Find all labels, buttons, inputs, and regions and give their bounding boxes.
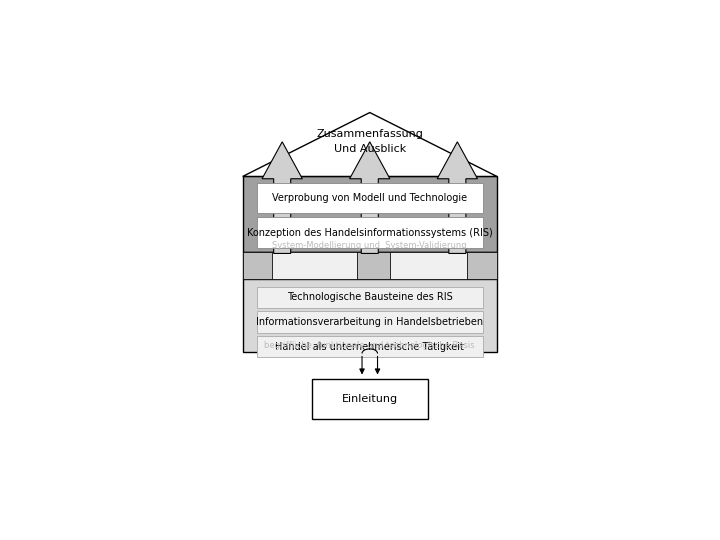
Bar [256,287,483,308]
Bar [272,252,357,279]
Text: Verprobung von Modell und Technologie: Verprobung von Modell und Technologie [272,193,467,203]
Text: Einleitung: Einleitung [342,394,398,404]
Text: System-Modellierung und  System-Validierung: System-Modellierung und System-Validieru… [272,241,467,250]
Bar [243,252,497,279]
Bar [467,252,497,279]
Text: begriffliche, funktionale und technologische Basis: begriffliche, funktionale und technologi… [264,341,475,350]
Text: Zusammenfassung
Und Ausblick: Zusammenfassung Und Ausblick [316,130,423,154]
Text: Informationsverarbeitung in Handelsbetrieben: Informationsverarbeitung in Handelsbetri… [256,317,483,327]
Bar [243,279,497,352]
Text: Konzeption des Handelsinformationssystems (RIS): Konzeption des Handelsinformationssystem… [247,228,492,238]
Bar [357,252,390,279]
Polygon shape [350,142,390,253]
Bar [256,336,483,357]
Text: Technologische Bausteine des RIS: Technologische Bausteine des RIS [287,292,453,302]
Bar [312,379,428,419]
Polygon shape [437,142,477,253]
Bar [256,217,483,248]
Bar [243,252,272,279]
Polygon shape [243,112,497,177]
Bar [390,252,467,279]
Polygon shape [262,142,302,253]
Bar [256,183,483,213]
Bar [256,311,483,333]
Text: Handel als unternehmerische Tätigkeit: Handel als unternehmerische Tätigkeit [275,342,464,352]
Bar [243,177,497,252]
